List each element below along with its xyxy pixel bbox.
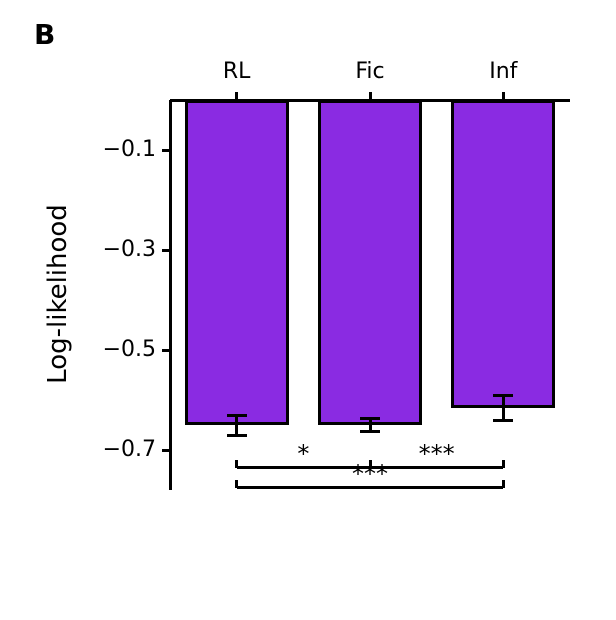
- x-tick: [369, 92, 372, 100]
- y-axis-line: [169, 100, 172, 490]
- errorbar-cap: [360, 417, 380, 420]
- category-label: Inf: [453, 59, 553, 84]
- chart-container: B −0.1−0.3−0.5−0.7RLFicInf******* Log-li…: [0, 0, 616, 620]
- errorbar-cap: [227, 414, 247, 417]
- y-axis-title: Log-likelihood: [43, 194, 73, 394]
- y-tick: [162, 449, 170, 452]
- category-label: Fic: [320, 59, 420, 84]
- bar-fic: [318, 100, 422, 425]
- panel-label: B: [34, 18, 55, 51]
- y-tick: [162, 149, 170, 152]
- errorbar-cap: [360, 430, 380, 433]
- x-tick: [235, 92, 238, 100]
- errorbar-cap: [493, 419, 513, 422]
- y-tick-label: −0.1: [76, 137, 156, 162]
- errorbar-cap: [493, 394, 513, 397]
- errorbar-cap: [227, 434, 247, 437]
- errorbar-stem: [235, 415, 238, 435]
- sig-bracket-tick: [235, 480, 238, 488]
- y-tick: [162, 349, 170, 352]
- y-tick-label: −0.5: [76, 337, 156, 362]
- sig-label: ***: [330, 460, 410, 488]
- y-tick: [162, 249, 170, 252]
- bar-rl: [185, 100, 289, 425]
- plot-area: −0.1−0.3−0.5−0.7RLFicInf*******: [170, 100, 570, 490]
- category-label: RL: [187, 59, 287, 84]
- sig-bracket-tick: [235, 460, 238, 468]
- bar-inf: [451, 100, 555, 408]
- errorbar-stem: [502, 395, 505, 420]
- sig-bracket-tick: [502, 460, 505, 468]
- y-tick-label: −0.3: [76, 237, 156, 262]
- sig-bracket-tick: [502, 480, 505, 488]
- x-tick: [502, 92, 505, 100]
- y-tick-label: −0.7: [76, 437, 156, 462]
